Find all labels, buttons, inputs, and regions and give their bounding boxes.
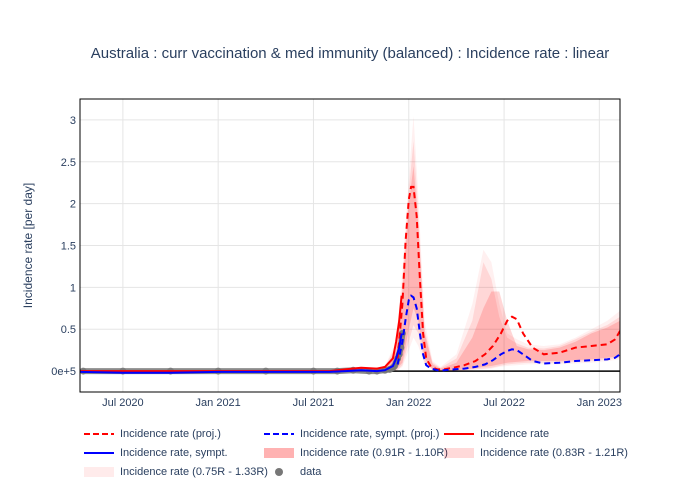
legend-label: Incidence rate, sympt. (120, 447, 228, 459)
y-tick-label: 2.5 (61, 157, 76, 169)
legend-label: Incidence rate (480, 428, 550, 440)
legend-symbol-solid-blue (84, 452, 114, 454)
legend-symbol-band-light (84, 467, 114, 477)
x-tick-label: Jul 2020 (102, 397, 144, 409)
x-tick-label: Jan 2023 (577, 397, 622, 409)
x-tick-label: Jan 2022 (386, 397, 431, 409)
legend-symbol-data-dot (275, 468, 283, 476)
legend-symbol-solid-red (444, 433, 474, 435)
legend-symbol-band-mid (444, 448, 474, 458)
y-axis-label: Incidence rate [per day] (21, 183, 35, 308)
legend-label: Incidence rate (0.83R - 1.21R) (480, 447, 628, 459)
y-tick-label: 0e+5 (51, 366, 76, 378)
y-tick-label: 0.5 (61, 324, 76, 336)
legend-symbol-dashed-blue (264, 433, 294, 435)
x-tick-label: Jul 2021 (293, 397, 335, 409)
legend-symbol-dashed-red (84, 433, 114, 435)
legend-label: Incidence rate (0.75R - 1.33R) (120, 466, 268, 478)
legend-label: Incidence rate, sympt. (proj.) (300, 428, 440, 440)
legend-label: Incidence rate (0.91R - 1.10R) (300, 447, 448, 459)
y-tick-label: 1 (70, 282, 76, 294)
x-tick-label: Jan 2021 (196, 397, 241, 409)
series-line-incidence-rate-sympt- (80, 333, 403, 374)
y-tick-label: 2 (70, 199, 76, 211)
band-incidence-rate-0-91r-1-10r- (369, 166, 620, 372)
legend-label: data (300, 466, 322, 478)
x-tick-label: Jul 2022 (483, 397, 525, 409)
y-tick-label: 1.5 (61, 241, 76, 253)
legend-symbol-band-dark (264, 448, 294, 458)
y-tick-label: 3 (70, 115, 76, 127)
series-line-incidence-rate-proj- (396, 185, 620, 371)
series-line-incidence-rate (80, 295, 403, 373)
plot-frame (79, 98, 621, 393)
chart-title: Australia : curr vaccination & med immun… (90, 45, 610, 62)
data-track (80, 330, 406, 375)
series-line-incidence-rate-sympt-proj- (396, 294, 620, 372)
legend-label: Incidence rate (proj.) (120, 428, 221, 440)
